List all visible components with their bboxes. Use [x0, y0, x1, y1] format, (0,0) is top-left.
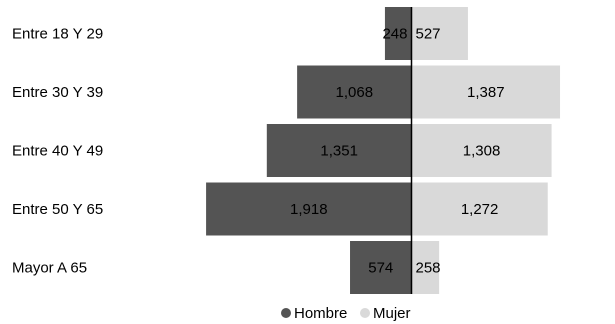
bar-mujer-entre-18-y-29: [411, 7, 468, 60]
value-label-mujer-mayor-a-65: 258: [416, 260, 441, 277]
category-labels: Entre 18 Y 29 Entre 30 Y 39 Entre 40 Y 49 E…: [12, 26, 103, 277]
value-label-hombre-entre-18-y-29: 248: [382, 26, 407, 43]
category-label-entre-30-y-39: Entre 30 Y 39: [12, 84, 103, 101]
category-label-entre-50-y-65: Entre 50 Y 65: [12, 201, 103, 218]
legend-marker-hombre: [281, 308, 291, 318]
value-labels: 248 527 1,068 1,387 1,351 1,308 1,918 1,272 574 2…: [290, 26, 505, 277]
bar-mujer-entre-40-y-49: [411, 124, 552, 177]
category-label-entre-18-y-29: Entre 18 Y 29: [12, 26, 103, 43]
bar-mujer-entre-50-y-65: [411, 182, 548, 236]
legend-marker-mujer: [360, 308, 370, 318]
bars-group: [206, 7, 561, 294]
value-label-mujer-entre-18-y-29: 527: [416, 26, 441, 43]
category-label-mayor-a-65: Mayor A 65: [12, 260, 87, 277]
value-label-mujer-entre-30-y-39: 1,387: [467, 84, 505, 101]
value-label-hombre-entre-50-y-65: 1,918: [290, 201, 328, 218]
value-label-mujer-entre-50-y-65: 1,272: [461, 201, 499, 218]
legend: Hombre Mujer: [281, 305, 411, 322]
bar-hombre-entre-40-y-49: [266, 124, 412, 177]
value-label-hombre-mayor-a-65: 574: [368, 260, 393, 277]
bar-hombre-entre-30-y-39: [297, 65, 412, 119]
legend-label-mujer: Mujer: [373, 305, 411, 322]
category-label-entre-40-y-49: Entre 40 Y 49: [12, 143, 103, 160]
bar-mujer-mayor-a-65: [411, 241, 440, 294]
value-label-hombre-entre-30-y-39: 1,068: [336, 84, 374, 101]
bar-mujer-entre-30-y-39: [411, 65, 561, 119]
value-label-mujer-entre-40-y-49: 1,308: [463, 143, 501, 160]
bar-hombre-mayor-a-65: [350, 241, 412, 294]
bar-hombre-entre-50-y-65: [206, 182, 412, 236]
value-label-hombre-entre-40-y-49: 1,351: [320, 143, 358, 160]
bar-hombre-entre-18-y-29: [384, 7, 412, 60]
legend-label-hombre: Hombre: [294, 305, 347, 322]
